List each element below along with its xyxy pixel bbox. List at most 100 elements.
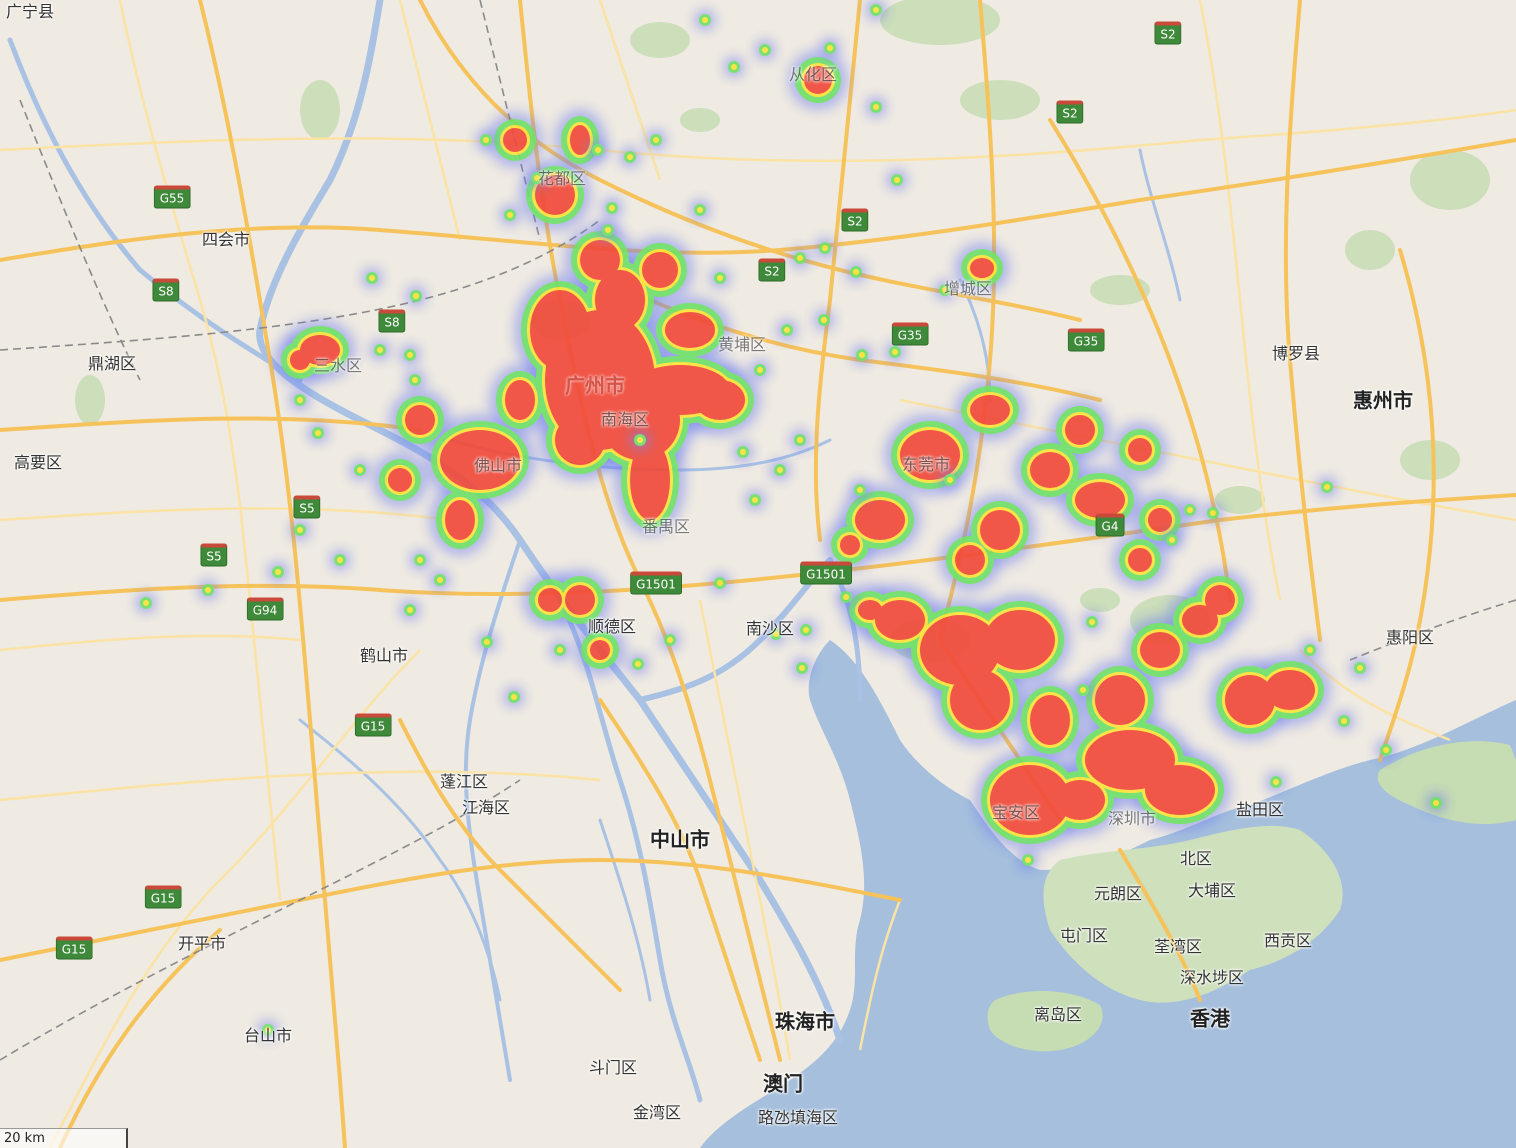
minor-road [0, 507, 451, 522]
heat-core [970, 395, 1010, 425]
highway-shield-g15: G15 [144, 885, 182, 909]
heat-point-center [315, 430, 321, 436]
heat-core [1128, 548, 1152, 572]
place-label-conghua: 从化区 [788, 65, 838, 84]
place-label-sanshui: 三水区 [313, 356, 363, 375]
heat-point-center [1357, 665, 1363, 671]
heat-point-center [1025, 857, 1031, 863]
river [298, 718, 502, 1002]
heat-point-center [821, 317, 827, 323]
heat-point-center [297, 397, 303, 403]
city-label-hongkong: 香港 [1190, 1006, 1230, 1031]
hong-kong-land [1043, 825, 1343, 1003]
major-road [598, 698, 762, 1062]
scale-bar: 20 km [0, 1128, 128, 1148]
heat-core [505, 380, 535, 420]
place-label-nanhai: 南海区 [600, 410, 650, 429]
place-label-jinwan: 金湾区 [632, 1103, 682, 1122]
place-label-pengjiang: 蓬江区 [439, 772, 489, 791]
heat-point-center [773, 631, 779, 637]
heat-core [1225, 675, 1275, 725]
heat-core [565, 585, 595, 615]
minor-road [598, 0, 662, 181]
heat-core [1075, 482, 1125, 518]
heat-point-center [511, 694, 517, 700]
heat-point-center [873, 104, 879, 110]
heat-core [580, 240, 620, 280]
heat-point-center [859, 352, 865, 358]
heat-point-center [892, 349, 898, 355]
heat-point-center [369, 275, 375, 281]
heat-point-center [777, 467, 783, 473]
heat-point-center [697, 207, 703, 213]
heat-core [1030, 452, 1070, 488]
heat-point-center [1273, 779, 1279, 785]
park [960, 80, 1040, 120]
heat-point-center [857, 487, 863, 493]
heat-core [980, 510, 1020, 550]
heat-core [642, 252, 678, 288]
heat-point-center [407, 352, 413, 358]
place-label-guangning: 广宁县 [5, 2, 55, 21]
heat-point-center [667, 637, 673, 643]
highway-shield-s2: S2 [1056, 100, 1084, 124]
heat-core [695, 380, 745, 420]
heat-core [405, 405, 435, 435]
heat-point-center [757, 367, 763, 373]
place-label-sihui: 四会市 [201, 230, 251, 249]
minor-road [1198, 0, 1282, 601]
heat-point-center [731, 64, 737, 70]
heat-point-center [853, 269, 859, 275]
highway-shield-g35: G35 [891, 322, 929, 346]
major-road [1118, 848, 1202, 1002]
place-label-huangpu: 黄埔区 [717, 335, 767, 354]
heat-core [985, 610, 1055, 670]
heat-point-center [740, 449, 746, 455]
place-label-yuen-long: 元朗区 [1093, 884, 1143, 903]
place-label-yantian: 盐田区 [1235, 800, 1285, 819]
place-label-shenzhen: 深圳市 [1107, 809, 1157, 828]
heat-core [955, 545, 985, 575]
heat-point-center [484, 639, 490, 645]
place-label-nansha: 南沙区 [745, 619, 795, 638]
heat-point-center [1169, 537, 1175, 543]
railway [1349, 599, 1516, 661]
heat-point-center [1210, 510, 1216, 516]
park [630, 22, 690, 58]
river [1138, 148, 1182, 302]
highway-shield-g4: G4 [1095, 513, 1125, 537]
heat-point-center [595, 147, 601, 153]
place-label-foshan: 佛山市 [473, 456, 523, 475]
heat-core [858, 600, 882, 620]
heat-core [1055, 780, 1105, 820]
place-label-kaiping: 开平市 [177, 934, 227, 953]
heat-point-center [507, 212, 513, 218]
heat-point-center [437, 577, 443, 583]
heat-point-center [843, 594, 849, 600]
major-road [1283, 0, 1322, 642]
river [463, 538, 522, 1082]
heat-core [1095, 675, 1145, 725]
place-label-jianghai: 江海区 [461, 798, 511, 817]
heat-core [900, 430, 960, 480]
heat-core [300, 335, 340, 365]
heat-core [970, 258, 994, 278]
park [1400, 440, 1460, 480]
minor-road [398, 0, 462, 241]
heat-point-center [417, 557, 423, 563]
place-label-baoan: 宝安区 [991, 803, 1041, 822]
park [1215, 486, 1265, 514]
heat-core [1145, 765, 1215, 815]
place-label-tai-po: 大埔区 [1187, 881, 1237, 900]
heat-core [1182, 605, 1218, 635]
heat-core [290, 350, 310, 370]
highway-shield-g94: G94 [246, 597, 284, 621]
heat-core [388, 468, 412, 492]
major-road [1378, 248, 1436, 762]
heat-point-center [143, 600, 149, 606]
place-label-panyu: 番禺区 [641, 517, 691, 536]
major-road [813, 0, 862, 542]
highway-shield-g35: G35 [1067, 328, 1105, 352]
